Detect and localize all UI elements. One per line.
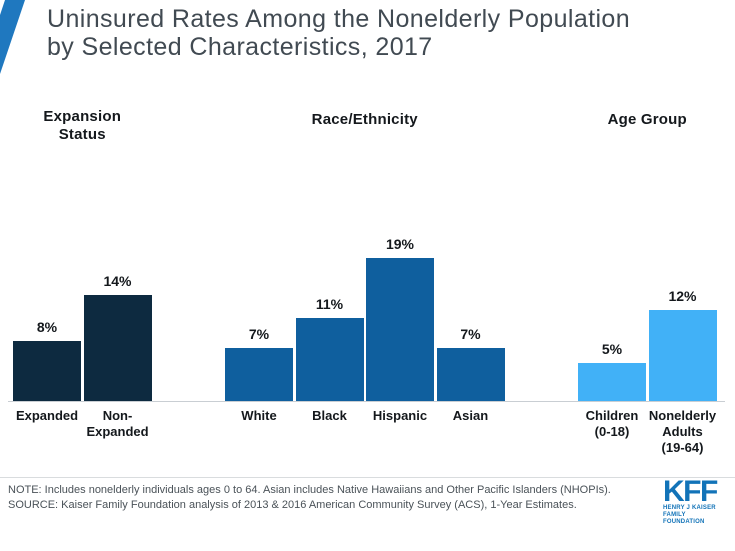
bar [366, 258, 434, 401]
kff-logo: KFF HENRY J KAISER FAMILY FOUNDATION [663, 475, 721, 526]
bar-value-label: 12% [668, 288, 697, 304]
page-title: Uninsured Rates Among the Nonelderly Pop… [47, 5, 630, 61]
bar-value-label: 8% [36, 319, 58, 335]
footer-divider [0, 477, 735, 478]
bar-category-label: Non- Expanded [86, 408, 149, 439]
bar-value-label: 11% [315, 296, 344, 312]
source-text: SOURCE: Kaiser Family Foundation analysi… [8, 499, 577, 511]
kff-tagline-line-1: HENRY J KAISER [663, 505, 716, 511]
bar-category-label: Children (0-18) [585, 408, 639, 439]
group-header: Age Group [607, 111, 687, 128]
bar-category-label: White [241, 408, 277, 423]
bar [83, 295, 152, 401]
bar-value-label: 7% [248, 326, 270, 342]
kff-logo-text: KFF [663, 475, 718, 508]
bar-category-label: Nonelderly Adults (19-64) [648, 408, 717, 455]
bar-category-label: Black [312, 408, 347, 423]
kff-logo-tagline: HENRY J KAISER FAMILY FOUNDATION [663, 505, 721, 526]
group-header: Race/Ethnicity [311, 111, 418, 128]
bar [578, 363, 646, 401]
bar [648, 310, 717, 401]
bar-value-label: 7% [460, 326, 481, 342]
bar-value-label: 5% [601, 341, 623, 357]
bar [295, 318, 364, 401]
footer-notes: NOTE: Includes nonelderly individuals ag… [8, 483, 648, 513]
page-title-line-2: by Selected Characteristics, 2017 [47, 33, 433, 61]
bar-category-label: Asian [452, 408, 489, 423]
bar [225, 348, 293, 401]
bar-category-label: Hispanic [372, 408, 428, 423]
kff-tagline-line-2: FAMILY FOUNDATION [663, 512, 705, 525]
bar-value-label: 14% [103, 273, 132, 289]
bar-value-label: 19% [385, 236, 415, 252]
bar [13, 341, 81, 401]
group-header: Expansion Status [43, 108, 122, 143]
x-axis-line [8, 401, 725, 402]
corner-accent-shape [0, 0, 25, 74]
note-text: NOTE: Includes nonelderly individuals ag… [8, 484, 611, 496]
page-title-line-1: Uninsured Rates Among the Nonelderly Pop… [47, 5, 631, 33]
bar [436, 348, 505, 401]
bar-category-label: Expanded [15, 408, 79, 423]
